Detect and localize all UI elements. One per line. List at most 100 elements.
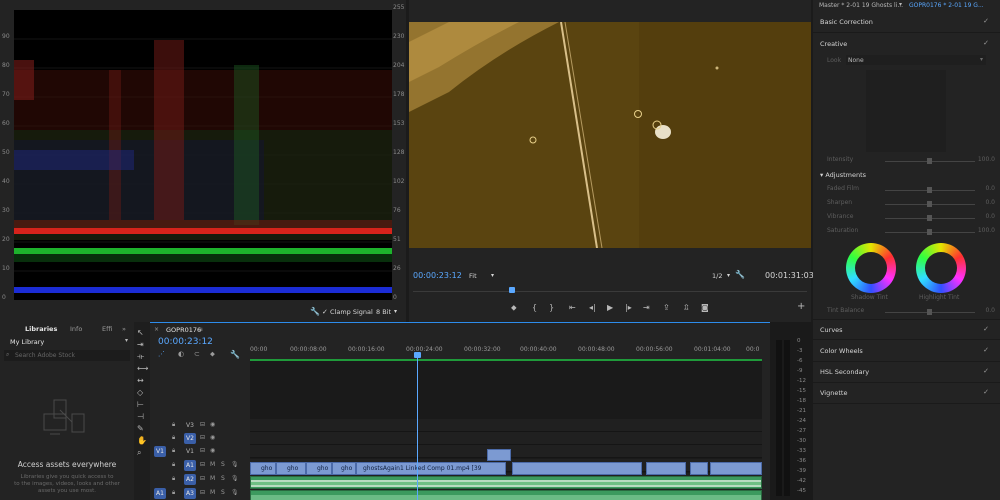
add-marker-icon[interactable]: ⬥ — [511, 303, 517, 312]
hsl-secondary-section[interactable]: HSL Secondary ✓ — [813, 362, 1000, 383]
video-clip[interactable] — [690, 462, 708, 475]
look-preview[interactable] — [866, 70, 946, 152]
ripple-edit-tool-icon[interactable]: ⟛ — [137, 352, 145, 361]
master-clip-tab[interactable]: Master * 2-01 19 Ghosts li... — [819, 2, 904, 9]
clamp-signal-checkbox[interactable]: ✓ — [322, 308, 328, 316]
microphone-icon[interactable]: 🎙︎ — [231, 489, 239, 496]
curves-section[interactable]: Curves ✓ — [813, 319, 1000, 340]
lock-icon[interactable]: 🔒︎ — [172, 434, 176, 441]
extract-icon[interactable]: ⇫ — [683, 303, 690, 312]
sync-lock-icon[interactable]: ⊟ — [200, 489, 206, 496]
slider-handle[interactable] — [927, 229, 932, 235]
sequence-tab[interactable]: GOPR0176 — [166, 326, 202, 334]
mark-in-icon[interactable]: { — [532, 303, 538, 312]
playhead-timecode[interactable]: 00:00:23:12 — [413, 271, 462, 280]
playhead-handle[interactable] — [414, 352, 421, 358]
razor-tool-icon[interactable]: ◇ — [137, 388, 144, 397]
solo-button[interactable]: S — [221, 489, 225, 496]
track-name[interactable]: V1 — [186, 448, 194, 455]
lock-icon[interactable]: 🔒︎ — [172, 475, 176, 482]
step-back-icon[interactable]: ◂| — [589, 303, 596, 312]
tab-effects[interactable]: Effi — [102, 325, 113, 333]
check-icon[interactable]: ✓ — [983, 367, 989, 375]
video-clip[interactable]: ghostsAgain1 Linked Comp 01.mp4 [39 — [356, 462, 506, 475]
vignette-section[interactable]: Vignette ✓ — [813, 383, 1000, 404]
check-icon[interactable]: ✓ — [983, 39, 989, 47]
video-clip[interactable] — [710, 462, 762, 475]
video-clip[interactable] — [512, 462, 642, 475]
video-clip[interactable]: gho — [250, 462, 276, 475]
mark-out-icon[interactable]: } — [549, 303, 555, 312]
look-select[interactable]: None ▾ — [846, 55, 986, 65]
track-name[interactable]: V3 — [186, 422, 194, 429]
slider-value[interactable]: 0.0 — [985, 307, 995, 314]
track-select-tool-icon[interactable]: ⇥ — [137, 340, 144, 349]
zoom-tool-icon[interactable]: ⌕ — [137, 448, 142, 457]
sync-lock-icon[interactable]: ⊟ — [200, 461, 206, 468]
sync-lock-icon[interactable]: ⊟ — [200, 434, 206, 441]
linked-selection-icon[interactable]: ⊂ — [194, 350, 200, 358]
eye-icon[interactable]: ◉ — [210, 421, 216, 428]
solo-button[interactable]: S — [221, 475, 225, 482]
lock-icon[interactable]: 🔒︎ — [172, 421, 176, 428]
shadow-tint-wheel[interactable] — [846, 243, 896, 293]
sharpen-slider[interactable]: Sharpen 0.0 — [827, 198, 995, 210]
slider-handle[interactable] — [927, 201, 932, 207]
library-select[interactable]: My Library ▾ — [10, 337, 128, 347]
close-icon[interactable]: × — [154, 326, 160, 333]
highlight-tint-wheel[interactable] — [916, 243, 966, 293]
check-icon[interactable]: ✓ — [983, 388, 989, 396]
time-ruler[interactable]: 00:00 00:00:08:00 00:00:16:00 00:00:24:0… — [250, 343, 762, 359]
add-marker-icon[interactable]: ⬥ — [210, 350, 215, 358]
track-name[interactable]: A1 — [184, 460, 196, 471]
rate-stretch-tool-icon[interactable]: ↔ — [137, 376, 144, 385]
slider-handle[interactable] — [927, 187, 932, 193]
more-tabs-icon[interactable]: » — [122, 325, 126, 333]
chevron-down-icon[interactable]: ▾ — [491, 272, 495, 279]
snap-icon[interactable]: ◐ — [178, 350, 185, 358]
audio-clip-a1[interactable] — [250, 476, 762, 489]
slip-tool-icon[interactable]: ⊢ — [137, 400, 144, 409]
check-icon[interactable]: ✓ — [983, 325, 989, 333]
go-to-in-icon[interactable]: ⇤ — [569, 303, 576, 312]
fit-select[interactable]: Fit — [469, 272, 477, 280]
track-name[interactable]: A3 — [184, 488, 196, 499]
eye-icon[interactable]: ◉ — [210, 434, 216, 441]
lock-icon[interactable]: 🔒︎ — [172, 489, 176, 496]
mute-button[interactable]: M — [210, 475, 216, 482]
search-adobe-stock-input[interactable]: ⌕ Search Adobe Stock — [4, 350, 130, 361]
track-lane-v2[interactable] — [250, 432, 762, 445]
playhead-line[interactable] — [417, 353, 418, 500]
faded-film-slider[interactable]: Faded Film 0.0 — [827, 184, 995, 196]
program-scrubber[interactable] — [409, 286, 811, 296]
chevron-down-icon[interactable]: ▾ — [899, 1, 903, 8]
basic-correction-section[interactable]: Basic Correction ✓ — [813, 12, 1000, 33]
slider-value[interactable]: 100.0 — [977, 156, 995, 163]
slider-handle[interactable] — [927, 215, 932, 221]
nest-icon[interactable]: ⋰ — [158, 350, 165, 358]
slider-handle[interactable] — [927, 158, 932, 164]
camera-icon[interactable]: ◙ — [701, 303, 709, 312]
program-video-frame[interactable] — [409, 22, 811, 248]
intensity-slider[interactable]: Intensity 100.0 — [827, 155, 995, 167]
adjustments-toggle[interactable]: ▾ Adjustments — [820, 171, 866, 179]
slider-value[interactable]: 0.0 — [985, 213, 995, 220]
video-clip[interactable]: gho — [276, 462, 306, 475]
color-wheels-section[interactable]: Color Wheels ✓ — [813, 341, 1000, 362]
timeline-timecode[interactable]: 00:00:23:12 — [158, 337, 213, 347]
selection-tool-icon[interactable]: ↖ — [137, 328, 144, 337]
step-forward-icon[interactable]: |▸ — [625, 303, 632, 312]
wrench-icon[interactable]: 🔧 — [310, 307, 320, 316]
rolling-edit-tool-icon[interactable]: ⟷ — [137, 364, 149, 373]
vibrance-slider[interactable]: Vibrance 0.0 — [827, 212, 995, 224]
sync-lock-icon[interactable]: ⊟ — [200, 421, 206, 428]
video-clip[interactable] — [646, 462, 686, 475]
resolution-select[interactable]: 1/2 — [712, 272, 723, 280]
solo-button[interactable]: S — [221, 461, 225, 468]
plus-icon[interactable]: + — [797, 301, 806, 312]
source-patch-v1[interactable]: V1 — [154, 446, 166, 457]
lock-icon[interactable]: 🔒︎ — [172, 461, 176, 468]
track-name[interactable]: A2 — [184, 474, 196, 485]
slide-tool-icon[interactable]: ⊣ — [137, 412, 144, 421]
menu-icon[interactable]: ≡ — [198, 326, 204, 333]
